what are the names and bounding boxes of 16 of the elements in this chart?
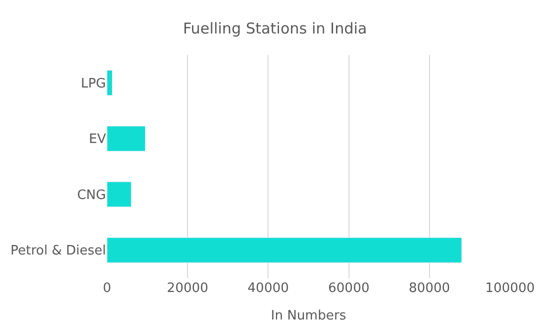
x-tick-label: 80000 (408, 281, 450, 296)
x-axis-title: In Numbers (270, 308, 346, 324)
x-tick-label: 20000 (166, 281, 208, 296)
bar (107, 126, 146, 152)
x-tick-label: 0 (102, 281, 112, 296)
y-tick-label: Petrol & Diesel (10, 244, 106, 259)
y-tick-label: CNG (77, 188, 106, 203)
bar (107, 182, 132, 208)
x-tick-label: 40000 (248, 281, 289, 296)
x-tick-label: 100000 (485, 281, 535, 296)
bar (107, 70, 112, 96)
y-tick-label: LPG (80, 76, 106, 92)
chart-title: Fuelling Stations in India (182, 20, 368, 38)
x-tick-label: 60000 (328, 281, 370, 296)
bar (107, 237, 462, 263)
y-tick-label: EV (88, 132, 106, 148)
